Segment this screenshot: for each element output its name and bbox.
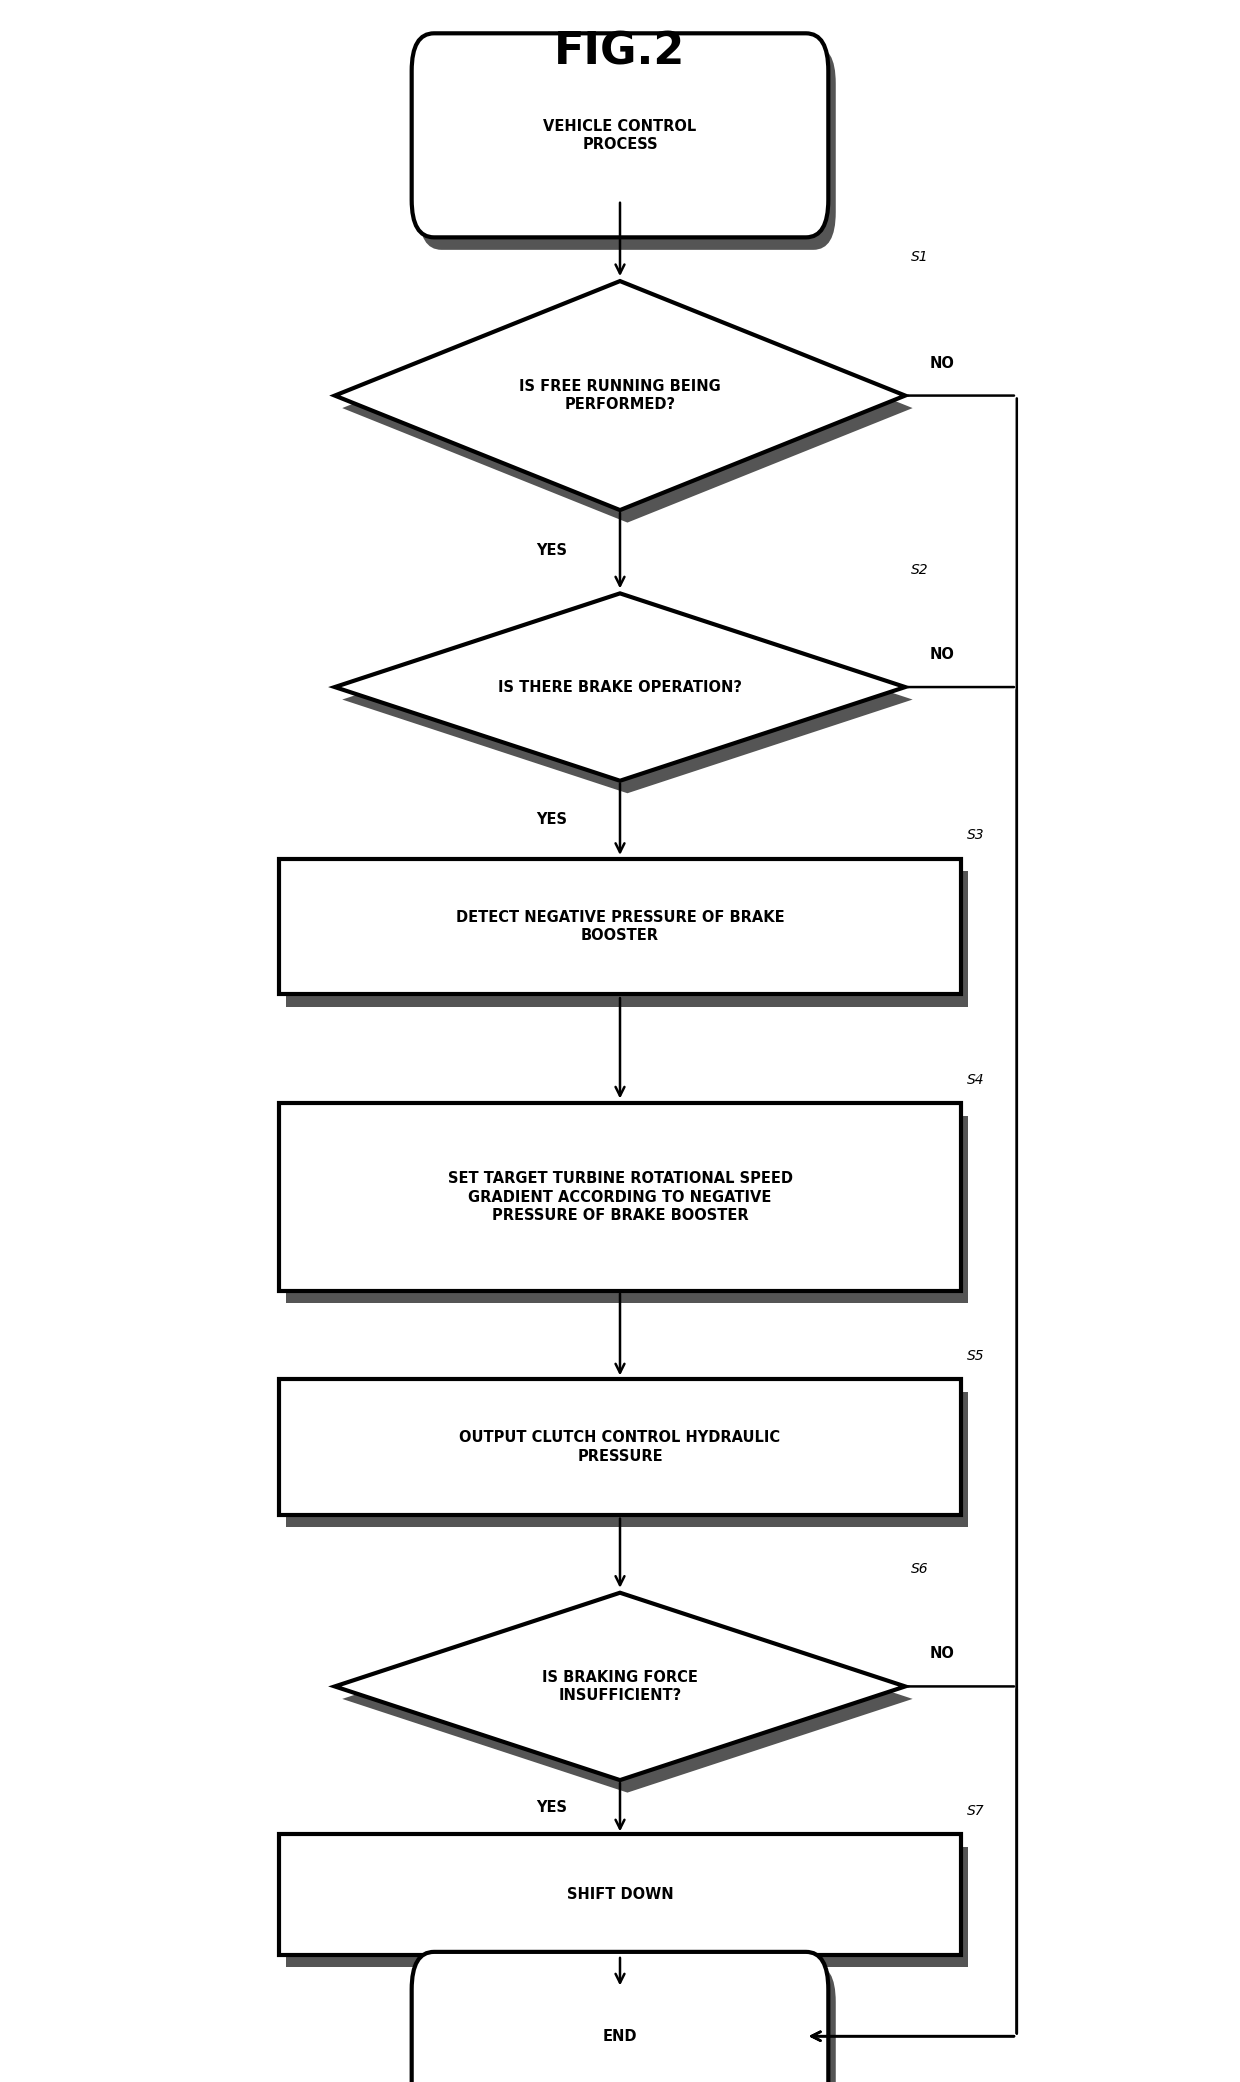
Text: YES: YES [536,1799,567,1816]
Bar [279,1103,961,1291]
Text: FIG.2: FIG.2 [554,31,686,73]
Polygon shape [342,606,913,793]
Text: S7: S7 [967,1803,985,1818]
FancyBboxPatch shape [412,1953,828,2082]
Polygon shape [335,281,905,510]
Text: IS FREE RUNNING BEING
PERFORMED?: IS FREE RUNNING BEING PERFORMED? [520,379,720,412]
Bar [286,1847,968,1967]
FancyBboxPatch shape [419,46,836,250]
Text: SET TARGET TURBINE ROTATIONAL SPEED
GRADIENT ACCORDING TO NEGATIVE
PRESSURE OF B: SET TARGET TURBINE ROTATIONAL SPEED GRAD… [448,1170,792,1224]
Text: YES: YES [536,812,567,827]
Polygon shape [342,294,913,523]
Bar [286,1116,968,1303]
Text: DETECT NEGATIVE PRESSURE OF BRAKE
BOOSTER: DETECT NEGATIVE PRESSURE OF BRAKE BOOSTE… [455,910,785,943]
Bar [279,1380,961,1516]
Text: SHIFT DOWN: SHIFT DOWN [567,1886,673,1903]
Text: S3: S3 [967,829,985,841]
Bar [279,1834,961,1955]
Text: IS BRAKING FORCE
INSUFFICIENT?: IS BRAKING FORCE INSUFFICIENT? [542,1670,698,1703]
Polygon shape [335,593,905,781]
Text: S6: S6 [911,1562,929,1576]
FancyBboxPatch shape [412,33,828,237]
Polygon shape [335,1593,905,1780]
Polygon shape [342,1605,913,1793]
Bar [286,1393,968,1528]
Text: OUTPUT CLUTCH CONTROL HYDRAULIC
PRESSURE: OUTPUT CLUTCH CONTROL HYDRAULIC PRESSURE [460,1430,780,1464]
Text: NO: NO [930,356,955,371]
Text: S2: S2 [911,562,929,577]
Text: END: END [603,2028,637,2045]
Text: IS THERE BRAKE OPERATION?: IS THERE BRAKE OPERATION? [498,679,742,695]
Text: S4: S4 [967,1072,985,1087]
Text: S5: S5 [967,1349,985,1364]
Bar [286,870,968,1006]
Text: YES: YES [536,543,567,558]
Text: VEHICLE CONTROL
PROCESS: VEHICLE CONTROL PROCESS [543,119,697,152]
Text: S1: S1 [911,250,929,264]
Bar [279,858,961,993]
FancyBboxPatch shape [419,1965,836,2082]
Text: NO: NO [930,648,955,662]
Text: NO: NO [930,1647,955,1661]
